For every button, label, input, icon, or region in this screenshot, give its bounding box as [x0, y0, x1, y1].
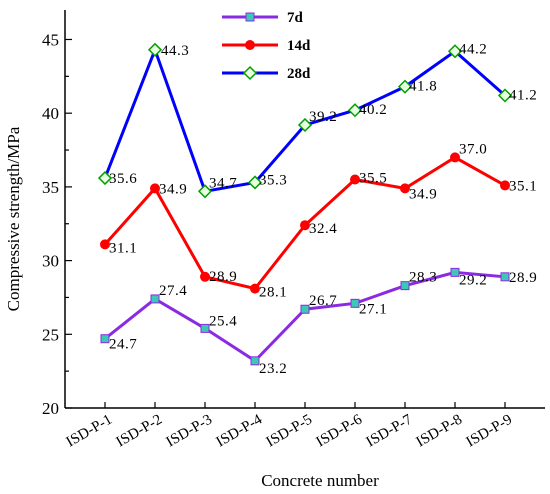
x-tick-label: ISD-P-2	[114, 412, 165, 451]
data-label: 24.7	[109, 337, 137, 353]
data-point	[500, 272, 510, 282]
legend-item-14d: 14d	[222, 38, 311, 54]
data-point	[447, 44, 463, 59]
data-label: 39.2	[309, 109, 337, 125]
x-tick-label: ISD-P-3	[164, 412, 215, 451]
y-tick-label: 20	[42, 399, 59, 418]
data-label: 44.3	[161, 43, 189, 59]
data-point	[397, 79, 413, 94]
data-label: 34.7	[209, 175, 237, 191]
data-label: 28.1	[259, 285, 287, 301]
x-tick-label: ISD-P-8	[414, 412, 465, 451]
data-point	[400, 183, 410, 194]
data-point	[500, 180, 510, 191]
data-point	[97, 170, 113, 186]
data-label: 35.5	[359, 171, 387, 187]
legend-item-28d: 28d	[222, 65, 311, 82]
data-point	[200, 323, 210, 333]
data-point	[197, 184, 213, 199]
data-point	[247, 175, 263, 190]
data-point	[150, 183, 160, 194]
x-axis-title: Concrete number	[261, 471, 379, 490]
data-point	[350, 298, 360, 308]
series-14d: 31.1 34.9 28.9 28.1 32.4 35.5 34.9 37.0 35.1	[100, 141, 537, 301]
data-label: 41.8	[409, 79, 437, 95]
data-point	[450, 152, 460, 163]
legend-marker	[245, 12, 255, 22]
data-label: 25.4	[209, 313, 237, 329]
data-label: 34.9	[159, 181, 187, 197]
legend-label: 14d	[287, 38, 311, 54]
series-7d: 24.7 27.4 25.4 23.2 26.7 27.1 28.3 29.2 28.9	[100, 267, 537, 377]
data-point	[200, 271, 210, 282]
data-point	[100, 239, 110, 250]
data-label: 32.4	[309, 221, 337, 237]
data-label: 23.2	[259, 361, 287, 377]
y-tick-label: 25	[42, 325, 59, 344]
legend: 7d 14d 28d	[222, 10, 311, 82]
data-label: 44.2	[459, 41, 487, 57]
data-point	[297, 117, 313, 133]
data-point	[250, 356, 260, 366]
data-label: 34.9	[409, 186, 437, 202]
data-label: 35.6	[109, 171, 137, 187]
data-point	[350, 174, 360, 185]
data-point	[300, 304, 310, 314]
data-point	[347, 103, 363, 118]
data-point	[147, 42, 163, 57]
data-point	[450, 267, 460, 277]
data-label: 37.0	[459, 141, 487, 157]
legend-marker	[245, 40, 255, 50]
data-label: 28.3	[409, 270, 437, 286]
data-label: 28.9	[209, 269, 237, 285]
series-layer: 24.727.425.423.226.727.128.3 29.2 28.931.1…	[97, 41, 537, 377]
x-tick-label: ISD-P-4	[214, 411, 266, 450]
x-tick-label: ISD-P-1	[64, 412, 115, 451]
y-tick-label: 30	[42, 252, 59, 271]
legend-label: 28d	[287, 66, 311, 82]
data-label: 27.1	[359, 301, 387, 317]
y-tick-label: 45	[42, 30, 59, 49]
data-point	[250, 283, 260, 294]
x-tick-label: ISD-P-9	[464, 412, 515, 451]
data-label: 35.1	[509, 178, 537, 194]
legend-item-7d: 7d	[222, 10, 304, 26]
y-axis-title: Compressive strength/MPa	[4, 126, 23, 311]
series-28d: 35.6 44.3 34.7 35.3 39.2 40.2 41.8 44.2 41.2	[97, 41, 537, 199]
data-label: 29.2	[459, 272, 487, 288]
data-label: 26.7	[309, 293, 337, 309]
data-label: 28.9	[509, 270, 537, 286]
data-label: 41.2	[509, 87, 537, 103]
legend-marker	[242, 65, 258, 81]
x-tick-label: ISD-P-5	[264, 412, 315, 451]
data-point	[400, 281, 410, 291]
x-tick-label: ISD-P-7	[364, 411, 416, 450]
data-point	[300, 220, 310, 231]
x-tick-label: ISD-P-6	[314, 411, 366, 450]
data-label: 40.2	[359, 102, 387, 118]
data-label: 35.3	[259, 172, 287, 188]
data-label: 31.1	[109, 240, 137, 256]
y-tick-label: 40	[42, 104, 59, 123]
y-tick-label: 35	[42, 178, 59, 197]
data-point	[150, 294, 160, 304]
legend-label: 7d	[287, 10, 304, 26]
data-point	[100, 334, 110, 344]
data-point	[497, 88, 513, 103]
data-label: 27.4	[159, 283, 187, 299]
